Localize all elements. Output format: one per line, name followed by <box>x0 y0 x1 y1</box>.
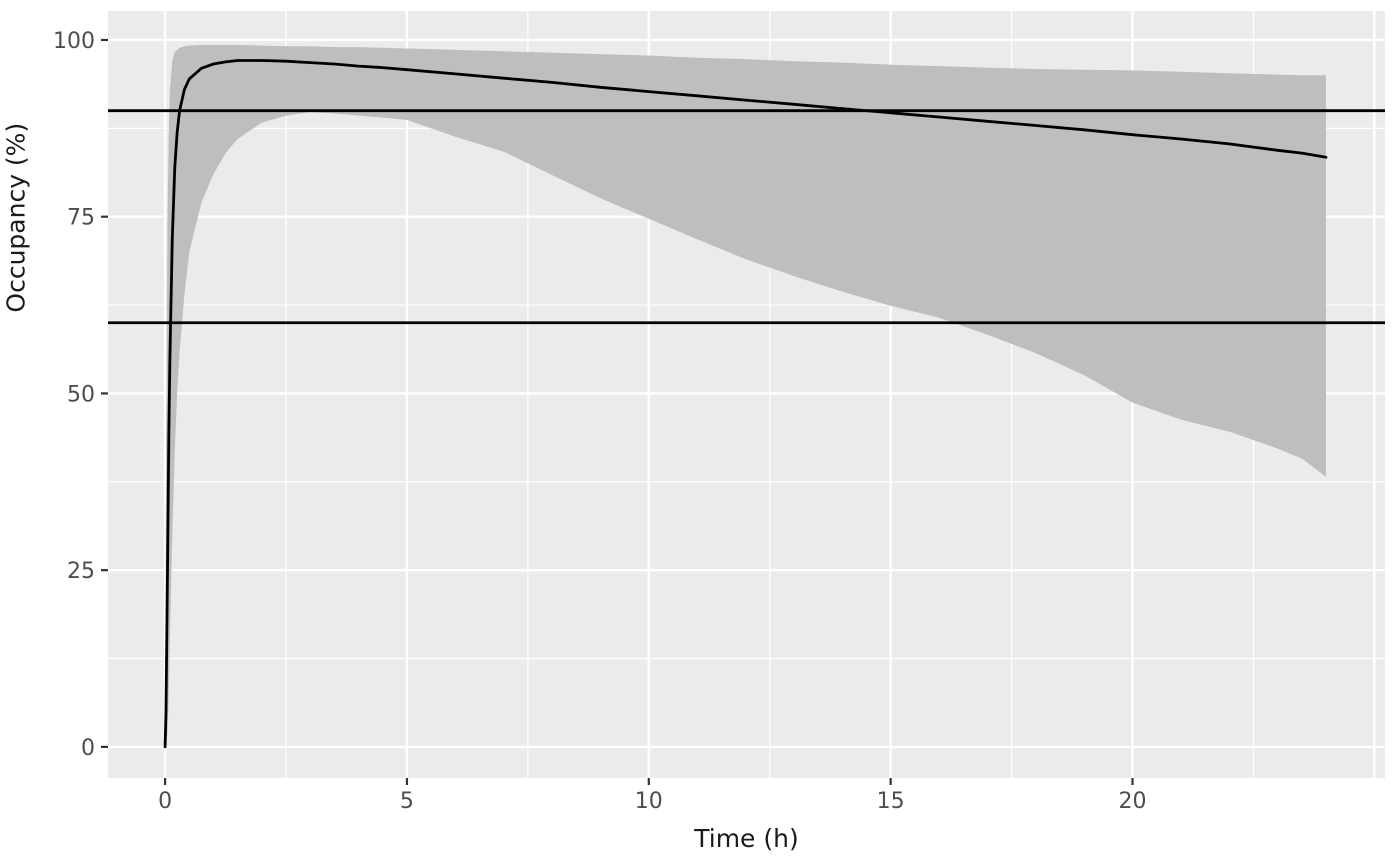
confidence-ribbon <box>165 44 1327 747</box>
y-axis-tick-label: 50 <box>67 382 95 407</box>
y-axis-tick-label: 0 <box>81 736 95 761</box>
y-axis-tick-label: 100 <box>53 29 95 54</box>
x-axis-tick-label: 20 <box>1119 789 1147 814</box>
x-axis-tick-label: 0 <box>158 789 172 814</box>
median-line <box>163 59 1328 749</box>
x-axis-tick-label: 5 <box>400 789 414 814</box>
x-axis-tick-label: 15 <box>877 789 905 814</box>
x-axis-title: Time (h) <box>694 824 799 853</box>
x-axis-tick-label: 10 <box>635 789 663 814</box>
y-axis-tick-label: 25 <box>67 559 95 584</box>
y-axis-tick-label: 75 <box>67 206 95 231</box>
y-axis-title: Occupancy (%) <box>1 122 31 313</box>
